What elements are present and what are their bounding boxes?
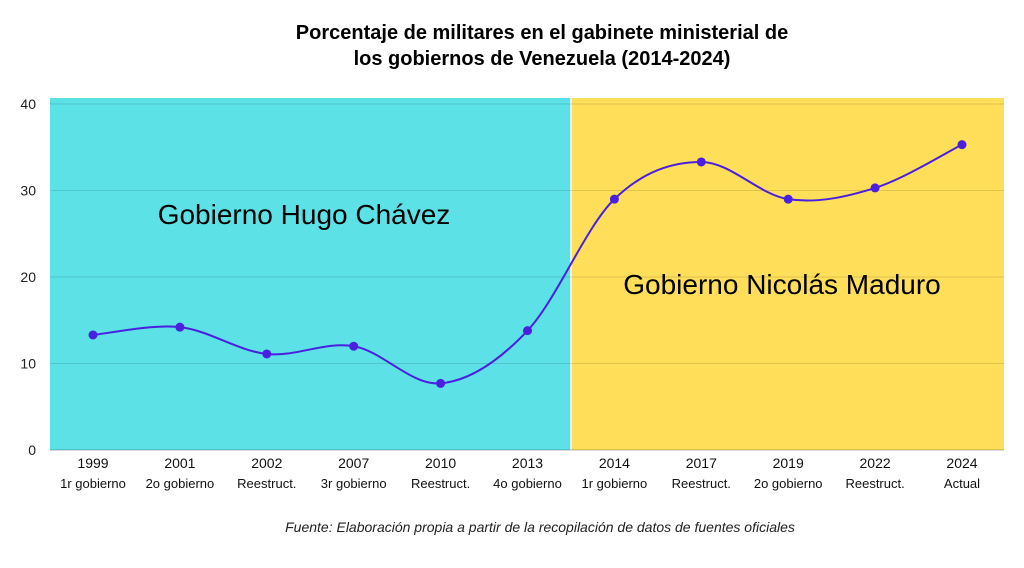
y-tick-label: 0 <box>28 442 36 458</box>
x-tick-event: 2o gobierno <box>146 476 215 491</box>
data-point <box>783 194 793 204</box>
data-point <box>88 330 98 340</box>
x-tick-year: 2001 <box>164 455 195 471</box>
x-tick-year: 1999 <box>77 455 108 471</box>
data-point <box>175 322 185 332</box>
x-tick-event: 3r gobierno <box>321 476 387 491</box>
x-tick-event: Actual <box>944 476 980 491</box>
x-tick-event: Reestruct. <box>845 476 904 491</box>
region-label-1: Gobierno Hugo Chávez <box>158 199 451 230</box>
x-tick-event: 2o gobierno <box>754 476 823 491</box>
data-point <box>957 140 967 150</box>
x-tick-year: 2010 <box>425 455 456 471</box>
x-tick-year: 2013 <box>512 455 543 471</box>
region-background-2 <box>570 98 1004 450</box>
chart-title: Porcentaje de militares en el gabinete m… <box>0 20 1024 72</box>
y-tick-label: 20 <box>20 269 36 285</box>
x-tick-event: Reestruct. <box>411 476 470 491</box>
data-point <box>349 341 359 351</box>
x-tick-year: 2014 <box>599 455 630 471</box>
x-tick-event: 4o gobierno <box>493 476 562 491</box>
data-point <box>870 183 880 193</box>
region-background-1 <box>50 98 571 450</box>
x-tick-event: Reestruct. <box>672 476 731 491</box>
y-tick-label: 10 <box>20 356 36 372</box>
x-tick-year: 2017 <box>686 455 717 471</box>
y-tick-label: 30 <box>20 183 36 199</box>
data-point <box>523 326 532 336</box>
chart-title-line-1: Porcentaje de militares en el gabinete m… <box>295 22 789 44</box>
x-tick-year: 2022 <box>860 455 891 471</box>
data-point <box>262 349 272 359</box>
data-point <box>696 157 706 167</box>
region-label-2: Gobierno Nicolás Maduro <box>623 269 941 300</box>
data-point <box>436 378 446 388</box>
x-tick-event: 1r gobierno <box>60 476 126 491</box>
x-tick-event: Reestruct. <box>237 476 296 491</box>
data-point <box>609 194 619 204</box>
x-tick-year: 2019 <box>773 455 804 471</box>
source-note: Fuente: Elaboración propia a partir de l… <box>285 519 795 535</box>
chart-title-line-2: los gobiernos de Venezuela (2014-2024) <box>353 48 731 70</box>
x-tick-year: 2002 <box>251 455 282 471</box>
x-tick-year: 2007 <box>338 455 369 471</box>
x-tick-year: 2024 <box>946 455 977 471</box>
y-tick-label: 40 <box>20 96 36 112</box>
x-tick-event: 1r gobierno <box>582 476 648 491</box>
